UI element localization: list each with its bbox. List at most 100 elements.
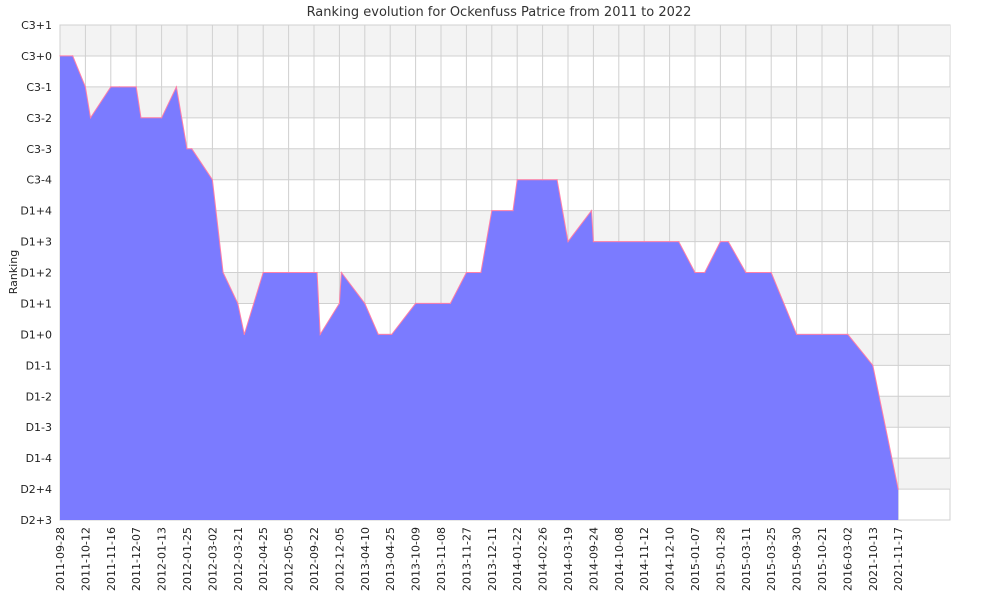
y-tick-label: D1-3 [26,421,52,434]
x-tick-label: 2014-12-10 [664,527,677,591]
data-point [592,241,595,243]
data-point [243,333,245,335]
data-point [222,271,224,274]
x-tick-label: 2014-01-22 [511,527,524,591]
y-tick-label: C3-2 [26,112,52,125]
x-tick-label: 2013-04-25 [384,527,397,591]
x-tick-label: 2013-12-11 [486,527,499,591]
data-point [567,241,569,243]
data-point [237,302,239,304]
y-tick-label: D2+3 [20,514,52,527]
x-tick-label: 2015-03-11 [740,527,753,591]
x-tick-label: 2011-11-16 [105,527,118,591]
grid-band [60,25,950,56]
x-tick-label: 2012-09-22 [308,527,321,591]
x-tick-label: 2014-09-24 [587,527,600,591]
x-tick-label: 2012-03-21 [232,527,245,591]
x-tick-label: 2014-10-08 [613,527,626,591]
x-tick-label: 2015-01-07 [689,527,702,591]
y-tick-label: D1+4 [20,205,52,218]
y-tick-label: D1+2 [20,267,52,280]
data-point [84,86,86,88]
x-tick-label: 2012-01-25 [181,527,194,591]
grid-band [60,86,950,118]
data-point [391,333,393,335]
x-tick-label: 2015-01-28 [714,527,727,591]
data-point [389,333,391,335]
x-tick-label: 2012-01-13 [156,527,169,591]
y-tick-label: C3+1 [21,19,52,32]
x-tick-label: 2012-04-25 [257,527,270,591]
x-tick-label: 2013-11-08 [435,527,448,591]
data-point [618,241,620,243]
data-point [704,271,706,274]
x-tick-label: 2011-12-07 [130,527,143,591]
data-point [727,241,729,243]
data-point [669,241,671,243]
data-point [89,117,92,119]
data-point [175,86,177,88]
data-point [796,333,798,335]
y-tick-label: D1+3 [20,236,52,249]
x-tick-label: 2012-05-05 [283,527,296,591]
y-tick-label: D2+4 [20,483,52,496]
x-tick-label: 2014-11-12 [638,527,651,591]
y-tick-label: D1-1 [26,359,52,372]
data-point [897,488,899,490]
series-line [60,55,899,490]
x-tick-label: 2012-12-05 [333,527,346,591]
chart-title: Ranking evolution for Ockenfuss Patrice … [307,5,692,20]
x-tick-label: 2013-10-09 [410,527,423,591]
data-point [745,271,747,274]
data-point [262,271,264,274]
x-tick-label: 2016-03-02 [841,527,854,591]
y-tick-label: D1+0 [20,328,52,341]
data-point [440,302,442,304]
x-tick-label: 2011-09-28 [54,527,67,591]
data-point [590,210,593,212]
data-point [377,333,379,335]
x-tick-label: 2015-03-25 [765,527,778,591]
data-point [135,86,137,88]
x-tick-label: 2015-10-21 [816,527,829,591]
y-tick-label: C3-4 [26,174,52,187]
data-point [415,302,417,304]
y-tick-label: C3-3 [26,143,52,156]
y-tick-label: D1-2 [26,390,52,403]
data-point [340,271,342,274]
data-point [191,148,193,150]
data-point [516,179,518,181]
data-point [364,302,366,304]
data-point [512,210,514,212]
data-point [770,271,772,274]
data-point [465,271,467,274]
data-point [542,179,544,181]
data-point [313,271,315,274]
data-point [719,241,722,243]
y-tick-label: D1+1 [20,297,52,310]
data-point [110,86,112,88]
data-point [118,86,120,88]
data-point [847,333,849,335]
data-point [821,333,823,335]
data-point [480,271,482,274]
x-tick-label: 2014-03-19 [562,527,575,591]
x-tick-label: 2015-09-30 [791,527,804,591]
x-tick-label: 2012-03-02 [206,527,219,591]
data-point [316,271,318,274]
data-point [72,55,74,57]
data-point [211,179,213,181]
data-point [161,117,163,119]
data-point [678,241,680,243]
data-point [556,179,558,181]
x-tick-label: 2021-10-13 [867,527,880,591]
data-point [491,210,493,212]
y-tick-label: C3-1 [26,81,52,94]
data-point [872,364,874,366]
data-point [449,302,451,304]
data-point [643,241,645,243]
data-point [694,271,696,274]
data-point [140,117,142,119]
y-axis-label: Ranking [7,250,20,295]
